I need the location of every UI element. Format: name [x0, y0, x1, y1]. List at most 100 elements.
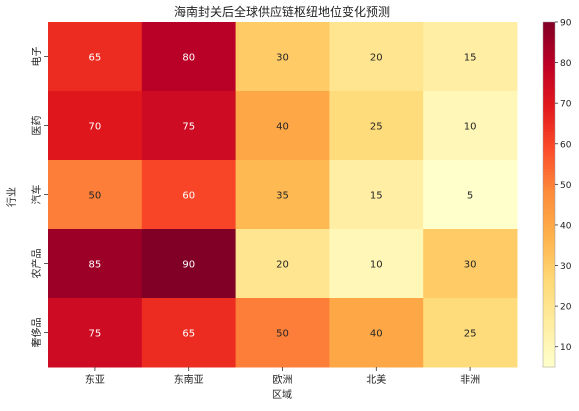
- colorbar-segment: [543, 252, 555, 256]
- cell-value-label: 5: [467, 191, 473, 202]
- colorbar-segment: [543, 180, 555, 184]
- x-tick-label: 欧洲: [273, 374, 293, 386]
- colorbar-segment: [543, 352, 555, 357]
- heatmap-cell: [235, 160, 330, 230]
- cell-value-label: 15: [464, 53, 477, 64]
- colorbar-segment: [543, 122, 555, 127]
- heatmap-cell: [141, 229, 237, 299]
- x-axis-label: 区域: [272, 388, 292, 401]
- colorbar-segment: [543, 335, 555, 339]
- colorbar-segment: [543, 59, 555, 63]
- heatmap-cell: [48, 160, 143, 230]
- colorbar-segment: [543, 326, 555, 331]
- colorbar-segment: [543, 312, 555, 316]
- heatmap-cell: [329, 298, 424, 368]
- cell-value-label: 40: [370, 329, 383, 340]
- colorbar-tick-label: 90: [560, 19, 572, 29]
- colorbar-segment: [543, 119, 555, 124]
- colorbar-segment: [543, 220, 555, 224]
- y-tick-label: 奢侈品: [30, 318, 43, 348]
- colorbar-segment: [543, 214, 555, 219]
- colorbar-segment: [543, 160, 555, 164]
- y-tick-label: 电子: [30, 47, 43, 67]
- colorbar-segment: [543, 355, 555, 359]
- colorbar-segment: [543, 344, 555, 348]
- cell-value-label: 20: [276, 260, 289, 271]
- heatmap-cell: [423, 229, 518, 299]
- colorbar-segment: [543, 263, 555, 267]
- colorbar-segment: [543, 47, 555, 52]
- heatmap-cell: [329, 160, 424, 230]
- colorbar-segment: [543, 168, 555, 173]
- colorbar-segment: [543, 45, 555, 49]
- colorbar-tick-label: 40: [560, 221, 572, 231]
- heatmap-cell: [48, 22, 143, 92]
- cell-value-label: 30: [464, 260, 477, 271]
- colorbar-segment: [543, 306, 555, 311]
- colorbar-segment: [543, 82, 555, 86]
- colorbar: 10 20 30 40 50 60 70 80 90: [542, 19, 572, 368]
- colorbar-segment: [543, 93, 555, 98]
- colorbar-segment: [543, 96, 555, 101]
- heatmap-cell: [235, 298, 330, 368]
- colorbar-segment: [543, 280, 555, 285]
- cell-value-label: 90: [182, 260, 195, 271]
- colorbar-segment: [543, 329, 555, 334]
- colorbar-segment: [543, 237, 555, 242]
- colorbar-segment: [543, 99, 555, 104]
- y-tick-label: 农产品: [30, 249, 43, 279]
- heatmap-cell: [329, 91, 424, 161]
- x-axis-ticks: 东亚 东南亚 欧洲 北美 非洲: [85, 367, 480, 386]
- colorbar-segment: [543, 162, 555, 167]
- colorbar-tick-label: 50: [560, 181, 572, 191]
- colorbar-segment: [543, 321, 555, 325]
- colorbar-segment: [543, 188, 555, 193]
- heatmap-cell: [329, 22, 424, 92]
- heatmap-cell: [423, 160, 518, 230]
- colorbar-segment: [543, 298, 555, 302]
- colorbar-segment: [543, 200, 555, 204]
- colorbar-segment: [543, 254, 555, 259]
- colorbar-tick-label: 70: [560, 100, 572, 110]
- cell-value-label: 50: [89, 191, 102, 202]
- colorbar-segment: [543, 73, 555, 78]
- colorbar-segment: [543, 22, 555, 26]
- colorbar-segment: [543, 142, 555, 147]
- heatmap-cell: [141, 22, 237, 92]
- colorbar-tick-label: 80: [560, 59, 572, 69]
- colorbar-segment: [543, 177, 555, 181]
- colorbar-segment: [543, 217, 555, 221]
- heatmap-cell: [423, 91, 518, 161]
- colorbar-segment: [543, 125, 555, 129]
- x-tick-label: 东亚: [85, 373, 105, 386]
- colorbar-segment: [543, 361, 555, 365]
- colorbar-segment: [543, 85, 555, 89]
- colorbar-segment: [543, 145, 555, 150]
- colorbar-segment: [543, 53, 555, 58]
- colorbar-tick-label: 60: [560, 140, 572, 150]
- y-tick-label: 医药: [31, 116, 43, 136]
- colorbar-segment: [543, 203, 555, 207]
- heatmap-cell: [48, 91, 143, 161]
- heatmap-cell: [235, 22, 330, 92]
- colorbar-segment: [543, 358, 555, 362]
- colorbar-segment: [543, 295, 555, 299]
- x-tick-label: 非洲: [460, 374, 480, 386]
- colorbar-segment: [543, 303, 555, 308]
- colorbar-segment: [543, 91, 555, 95]
- cell-value-label: 15: [370, 191, 383, 202]
- colorbar-tick-label: 10: [560, 343, 572, 353]
- colorbar-segment: [543, 65, 555, 69]
- colorbar-segment: [543, 309, 555, 313]
- colorbar-segment: [543, 332, 555, 336]
- heatmap-cell: [235, 91, 330, 161]
- x-tick-label: 东南亚: [174, 373, 204, 386]
- colorbar-segment: [543, 42, 555, 46]
- heatmap-cell: [48, 298, 143, 368]
- colorbar-segment: [543, 134, 555, 138]
- y-axis-label: 行业: [5, 187, 18, 207]
- colorbar-segment: [543, 226, 555, 230]
- colorbar-segment: [543, 62, 555, 66]
